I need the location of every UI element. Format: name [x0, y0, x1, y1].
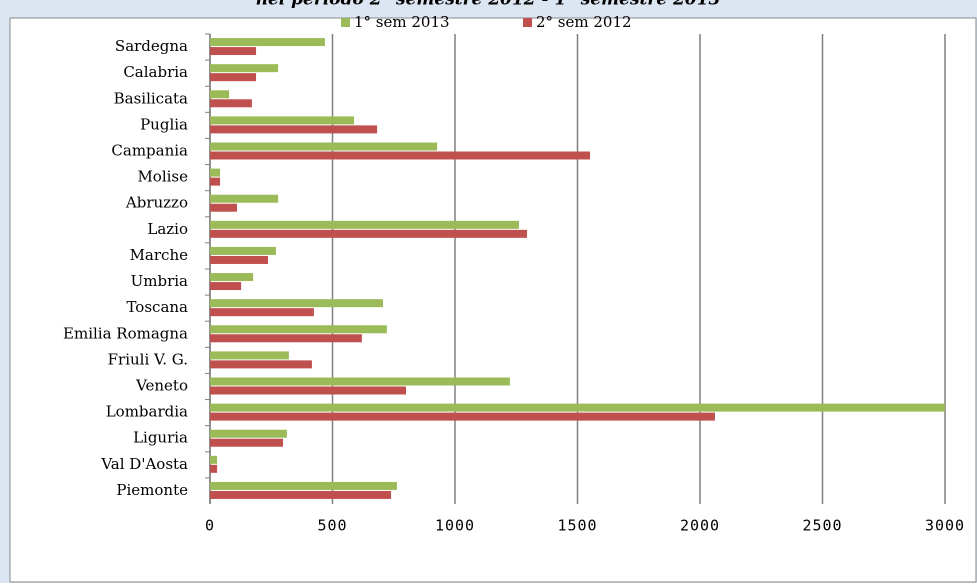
y-tick-label: Umbria	[131, 272, 188, 290]
bar	[210, 90, 230, 99]
bar	[210, 116, 355, 125]
bar	[210, 377, 510, 386]
bar	[210, 220, 519, 229]
bar	[210, 177, 221, 186]
bar	[210, 386, 406, 395]
bar	[210, 168, 221, 177]
y-tick-label: Veneto	[135, 377, 188, 395]
bar	[210, 151, 590, 160]
bar	[210, 194, 279, 203]
bar	[210, 325, 387, 334]
bar	[210, 490, 392, 499]
y-tick-label: Molise	[137, 168, 188, 186]
y-tick-label: Toscana	[126, 298, 188, 316]
y-tick-label: Marche	[130, 246, 189, 264]
bar	[210, 455, 218, 464]
bar	[210, 412, 715, 421]
bar	[210, 73, 257, 82]
x-tick-label: 2500	[802, 517, 842, 535]
y-tick-label: Friuli V. G.	[108, 350, 188, 368]
bar	[210, 273, 254, 282]
bar	[210, 360, 312, 369]
chart-area	[9, 17, 977, 583]
bar	[210, 38, 325, 47]
x-tick-label: 3000	[925, 517, 965, 535]
y-tick-label: Emilia Romagna	[63, 324, 188, 342]
chart-title: nel periodo 2° semestre 2012 - 1° semest…	[256, 0, 721, 10]
y-tick-label: Liguria	[133, 429, 188, 447]
y-tick-label: Calabria	[123, 63, 188, 81]
x-tick-label: 1000	[435, 517, 475, 535]
bar	[210, 403, 945, 412]
x-tick-label: 1500	[557, 517, 597, 535]
legend-swatch	[523, 18, 532, 27]
bar	[210, 438, 284, 447]
y-tick-label: Piemonte	[116, 481, 188, 499]
y-tick-label: Basilicata	[114, 89, 188, 107]
bar	[210, 255, 269, 264]
bar	[210, 229, 528, 238]
bar	[210, 308, 314, 317]
bar	[210, 334, 362, 343]
x-tick-label: 0	[205, 517, 215, 535]
legend-label: 2° sem 2012	[536, 13, 632, 31]
y-tick-label: Lazio	[147, 220, 188, 238]
y-tick-label: Campania	[111, 142, 188, 160]
bar	[210, 125, 378, 134]
bar	[210, 481, 397, 490]
bar	[210, 351, 289, 360]
y-tick-label: Puglia	[140, 115, 188, 133]
legend-swatch	[341, 18, 350, 27]
bar	[210, 429, 287, 438]
bar	[210, 246, 276, 255]
bar	[210, 47, 257, 56]
bar	[210, 64, 279, 73]
bar	[210, 282, 242, 291]
bar	[210, 299, 383, 308]
x-tick-label: 2000	[680, 517, 720, 535]
bar	[210, 99, 252, 108]
y-tick-label: Lombardia	[106, 403, 188, 421]
bar	[210, 142, 438, 151]
y-tick-label: Sardegna	[115, 37, 188, 55]
legend-label: 1° sem 2013	[354, 13, 450, 31]
bar	[210, 464, 218, 473]
y-tick-label: Abruzzo	[125, 194, 188, 212]
x-tick-label: 500	[317, 517, 347, 535]
y-tick-label: Val D'Aosta	[100, 455, 188, 473]
bar	[210, 203, 237, 212]
